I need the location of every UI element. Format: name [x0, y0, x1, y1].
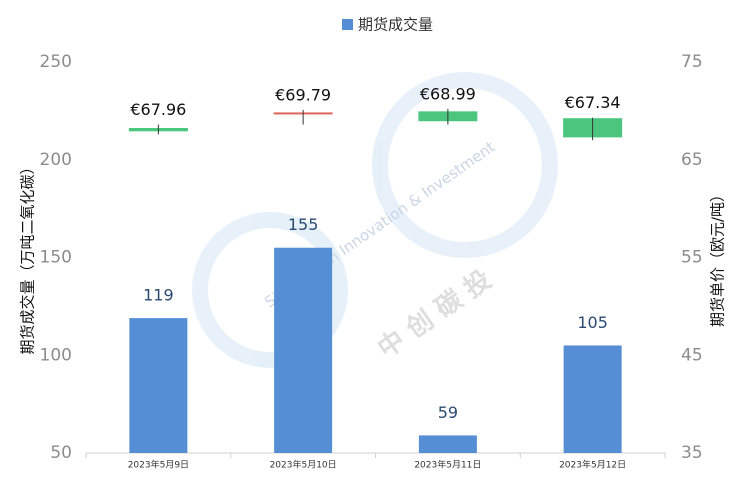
y2-tick-label: 55 [681, 248, 703, 268]
y-tick-label: 150 [40, 248, 72, 268]
bar-value-label: 119 [143, 286, 174, 305]
x-tick-label: 2023年5月11日 [414, 459, 481, 471]
legend-swatch [342, 19, 353, 30]
y-tick-label: 100 [40, 345, 72, 365]
bar [274, 247, 333, 453]
y-axis-label: 期货成交量（万吨二氧化碳） [19, 159, 37, 354]
candle-value-label: €68.99 [420, 84, 476, 103]
bar-value-label: 105 [577, 313, 608, 332]
x-tick-label: 2023年5月9日 [128, 459, 189, 471]
legend-label: 期货成交量 [358, 16, 433, 34]
bar-value-label: 155 [288, 215, 319, 234]
y2-tick-label: 45 [681, 345, 703, 365]
y2-tick-label: 65 [681, 150, 703, 170]
y2-tick-label: 35 [681, 443, 703, 463]
bar [129, 318, 188, 453]
x-tick-label: 2023年5月12日 [559, 459, 626, 471]
bar [418, 435, 477, 453]
watermark [192, 72, 558, 368]
bar-value-label: 59 [438, 403, 458, 422]
watermark-ring [372, 72, 558, 258]
candle-value-label: €67.96 [130, 100, 186, 119]
y-tick-label: 50 [50, 443, 72, 463]
bar [563, 345, 622, 453]
y-tick-label: 200 [40, 150, 72, 170]
watermark-logo: 中 创 碳 投 [372, 265, 497, 365]
candle-value-label: €69.79 [275, 85, 331, 104]
y2-axis-label: 期货单价（欧元/吨） [709, 187, 727, 327]
watermark-ring [192, 212, 348, 368]
x-tick-label: 2023年5月10日 [270, 459, 337, 471]
candle-value-label: €67.34 [565, 93, 621, 112]
y2-tick-label: 75 [681, 52, 703, 72]
y-tick-label: 250 [40, 52, 72, 72]
